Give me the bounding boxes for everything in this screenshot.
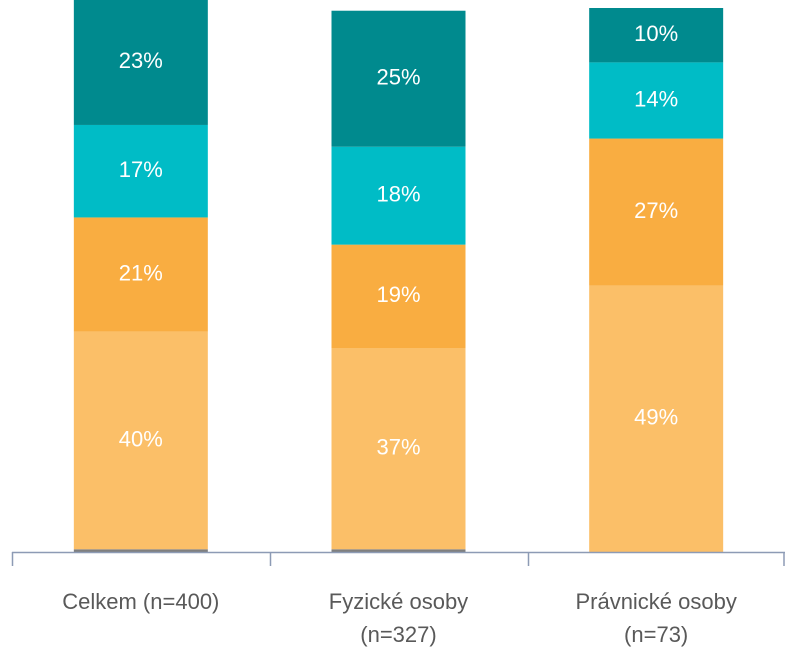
value-label: 17% — [119, 157, 163, 182]
bar-segment — [73, 124, 208, 218]
bar-segment — [589, 62, 724, 139]
bar-segment — [331, 348, 466, 550]
bar-segment — [73, 0, 208, 125]
bar-segment — [589, 138, 724, 286]
value-label: 49% — [634, 405, 678, 430]
bar-segment — [589, 285, 724, 552]
value-label: 14% — [634, 86, 678, 111]
bar-segment — [589, 8, 724, 63]
bar-segment — [331, 10, 466, 147]
bar-segment — [331, 146, 466, 245]
bar-segment — [73, 549, 208, 552]
value-label: 18% — [376, 181, 420, 206]
value-label: 40% — [119, 426, 163, 451]
x-tick-label: Celkem (n=400) — [62, 589, 219, 614]
x-tick-label: (n=73) — [624, 622, 688, 647]
bar-segment — [331, 549, 466, 552]
value-label: 21% — [119, 260, 163, 285]
value-label: 25% — [376, 65, 420, 90]
bar-segment — [331, 244, 466, 348]
value-label: 19% — [376, 282, 420, 307]
value-label: 23% — [119, 48, 163, 73]
bar-segment — [73, 217, 208, 332]
bar-segment — [73, 331, 208, 550]
x-tick-label: Právnické osoby — [575, 589, 736, 614]
x-tick-label: (n=327) — [360, 622, 436, 647]
value-label: 37% — [376, 434, 420, 459]
x-tick-label: Fyzické osoby — [329, 589, 468, 614]
value-label: 27% — [634, 198, 678, 223]
value-label: 10% — [634, 21, 678, 46]
